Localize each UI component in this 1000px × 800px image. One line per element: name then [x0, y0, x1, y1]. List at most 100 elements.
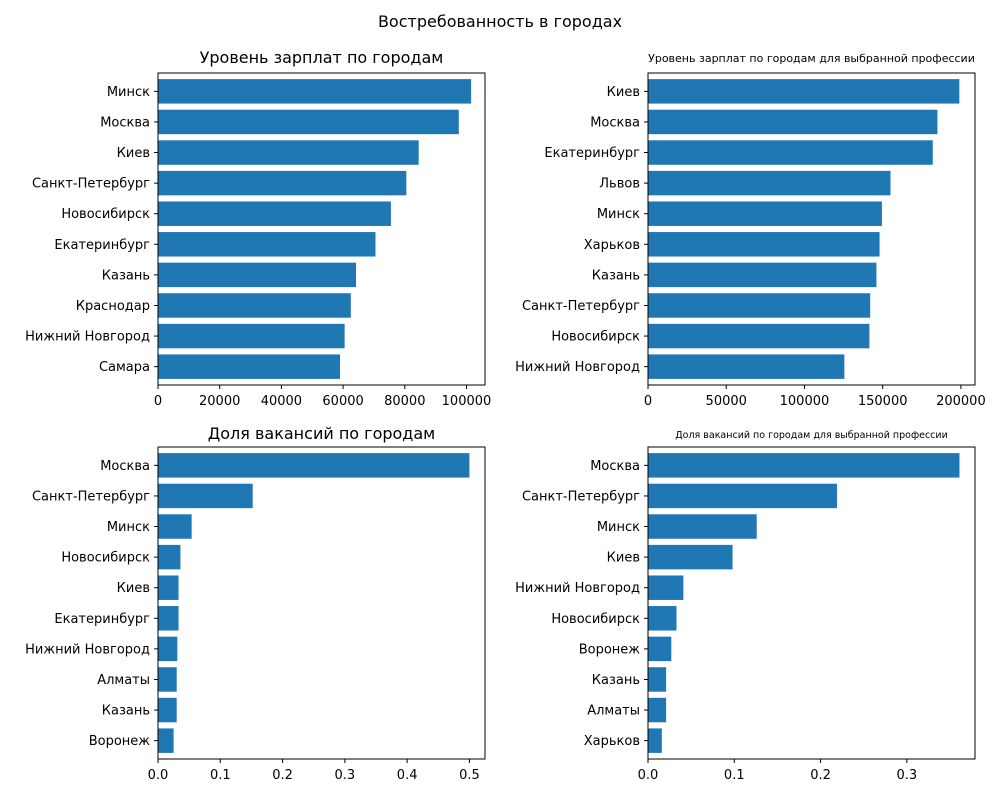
bar: [158, 544, 181, 570]
bar: [648, 667, 667, 692]
x-tick-label: 40000: [261, 394, 302, 409]
bar: [158, 483, 253, 509]
x-tick-label: 0.5: [459, 768, 480, 783]
x-tick-label: 100000: [780, 394, 830, 409]
y-tick-label: Казань: [102, 704, 150, 719]
chart-4: Доля вакансий по городам для выбранной п…: [515, 430, 976, 783]
y-tick-label: Казань: [102, 268, 150, 283]
bar: [158, 514, 192, 539]
x-tick-label: 0.3: [335, 768, 356, 783]
chart-title: Уровень зарплат по городам: [200, 48, 444, 67]
bar: [158, 728, 174, 753]
bar: [648, 201, 882, 226]
axes-frame: [157, 446, 486, 760]
y-tick-label: Киев: [117, 146, 150, 161]
bar: [158, 453, 470, 478]
bar: [648, 109, 938, 135]
y-tick-label: Москва: [590, 115, 640, 130]
bar: [648, 293, 871, 318]
x-tick-label: 100000: [442, 394, 492, 409]
chart-title: Доля вакансий по городам для выбранной п…: [675, 430, 948, 441]
bar: [158, 354, 341, 379]
bar: [158, 232, 376, 257]
bar: [158, 170, 407, 196]
bar: [648, 606, 677, 631]
bar: [158, 201, 391, 226]
x-tick-label: 0.1: [210, 768, 231, 783]
bar: [648, 323, 870, 349]
x-tick-label: 50000: [706, 394, 747, 409]
bar: [158, 109, 459, 135]
x-tick-label: 0: [154, 394, 162, 409]
y-tick-label: Львов: [599, 177, 640, 192]
y-tick-label: Санкт-Петербург: [522, 299, 640, 314]
y-tick-label: Минск: [597, 207, 640, 222]
y-tick-label: Москва: [100, 459, 150, 474]
bar: [158, 697, 177, 723]
bar: [648, 262, 877, 288]
y-tick-label: Новосибирск: [61, 551, 150, 566]
bar: [158, 293, 351, 318]
bar: [158, 262, 357, 288]
y-tick-label: Краснодар: [76, 299, 150, 314]
bar: [648, 354, 845, 379]
y-tick-label: Нижний Новгород: [25, 330, 150, 345]
y-tick-label: Алматы: [587, 704, 640, 719]
y-tick-label: Харьков: [584, 238, 640, 253]
x-tick-label: 0.0: [148, 768, 169, 783]
y-tick-label: Новосибирск: [551, 612, 640, 627]
chart-title: Доля вакансий по городам: [208, 424, 435, 443]
x-tick-label: 20000: [199, 394, 240, 409]
y-tick-label: Казань: [592, 268, 640, 283]
y-tick-label: Минск: [597, 520, 640, 535]
bar: [648, 697, 667, 723]
y-tick-label: Екатеринбург: [54, 612, 150, 627]
y-tick-label: Санкт-Петербург: [522, 489, 640, 504]
bar: [158, 575, 179, 600]
chart-1: Уровень зарплат по городам Минск Москва Кие…: [25, 48, 491, 409]
y-tick-label: Харьков: [584, 734, 640, 749]
bar: [648, 728, 662, 753]
y-tick-label: Нижний Новгород: [25, 642, 150, 657]
y-tick-label: Минск: [107, 520, 150, 535]
y-tick-label: Санкт-Петербург: [32, 489, 150, 504]
x-tick-label: 150000: [858, 394, 908, 409]
bar: [648, 232, 880, 257]
bar: [648, 575, 684, 600]
y-tick-label: Москва: [100, 115, 150, 130]
y-tick-label: Нижний Новгород: [515, 360, 640, 375]
bar: [648, 79, 960, 104]
x-tick-label: 0.1: [724, 768, 745, 783]
axes-frame: [157, 72, 486, 386]
y-tick-label: Киев: [117, 581, 150, 596]
bar: [158, 636, 178, 662]
y-tick-label: Воронеж: [579, 642, 641, 657]
chart-3: Доля вакансий по городам Москва Санкт-Пете…: [25, 424, 486, 783]
x-tick-label: 200000: [936, 394, 986, 409]
chart-2: Уровень зарплат по городам для выбранной…: [515, 52, 986, 409]
y-tick-label: Новосибирск: [61, 207, 150, 222]
x-tick-label: 0.3: [896, 768, 917, 783]
y-tick-label: Москва: [590, 459, 640, 474]
y-tick-label: Киев: [607, 551, 640, 566]
y-tick-label: Казань: [592, 673, 640, 688]
bar: [648, 636, 672, 662]
bar: [648, 544, 733, 570]
chart-title: Уровень зарплат по городам для выбранной…: [648, 52, 975, 65]
bar: [648, 514, 757, 539]
axes-frame: [647, 72, 976, 386]
y-tick-label: Нижний Новгород: [515, 581, 640, 596]
bar: [158, 606, 179, 631]
y-tick-label: Екатеринбург: [544, 146, 640, 161]
bar: [158, 323, 345, 349]
x-tick-label: 80000: [384, 394, 425, 409]
y-tick-label: Минск: [107, 85, 150, 100]
y-tick-label: Алматы: [97, 673, 150, 688]
x-tick-label: 0.0: [638, 768, 659, 783]
y-tick-label: Новосибирск: [551, 330, 640, 345]
bar: [648, 483, 837, 509]
bar: [648, 140, 933, 165]
x-tick-label: 0: [644, 394, 652, 409]
